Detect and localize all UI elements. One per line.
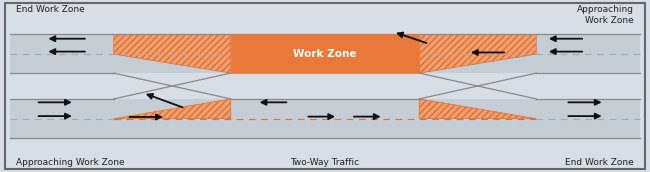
Text: End Work Zone: End Work Zone [565,158,634,167]
Polygon shape [114,99,231,119]
Polygon shape [419,99,536,119]
Polygon shape [231,34,419,73]
FancyBboxPatch shape [5,3,645,169]
Polygon shape [10,34,640,73]
Polygon shape [419,34,536,73]
Polygon shape [10,99,640,138]
Text: Work Zone: Work Zone [293,49,357,59]
Text: Approaching Work Zone: Approaching Work Zone [16,158,125,167]
Text: Approaching
Work Zone: Approaching Work Zone [577,5,634,25]
Polygon shape [114,34,231,73]
Text: End Work Zone: End Work Zone [16,5,85,14]
Text: Two-Way Traffic: Two-Way Traffic [291,158,359,167]
